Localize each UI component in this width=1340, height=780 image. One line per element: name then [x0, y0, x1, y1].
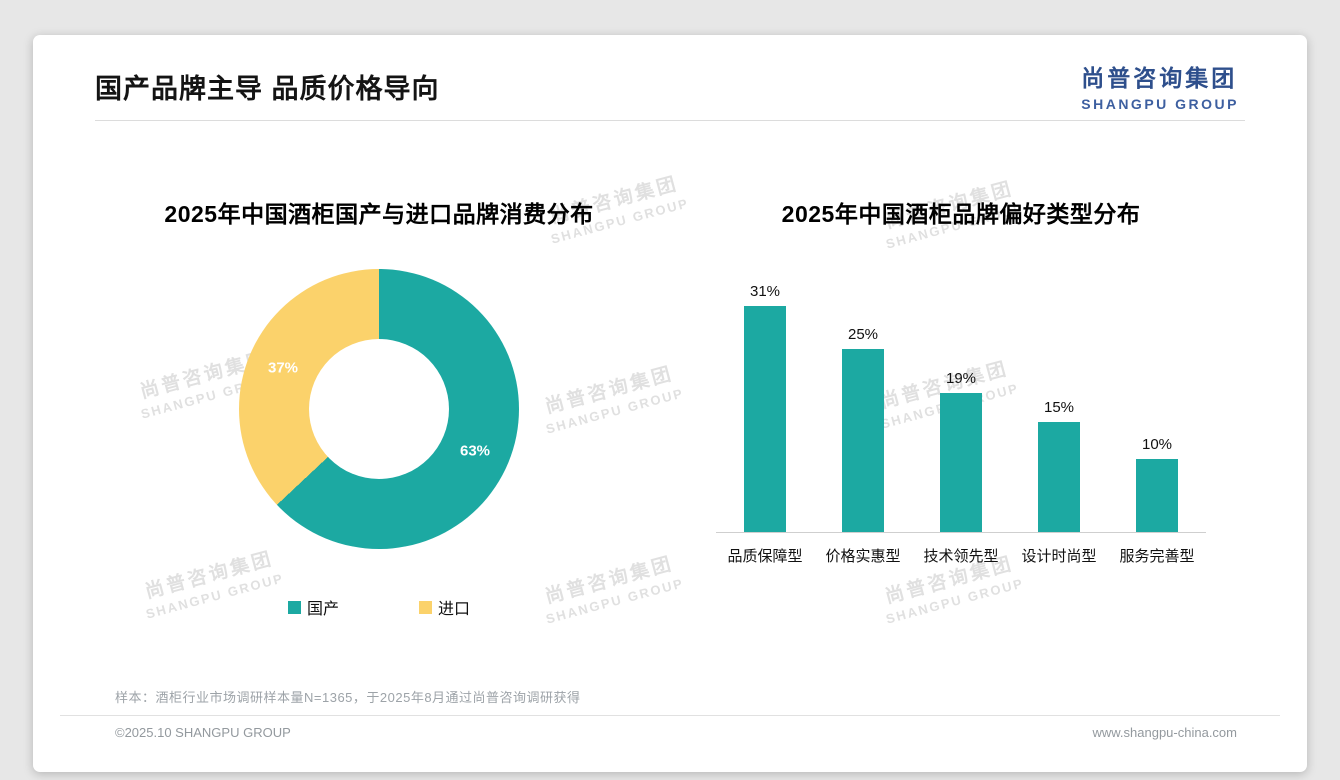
bar-value-label: 19%	[945, 370, 977, 387]
bar-value-label: 31%	[749, 283, 781, 300]
bar	[842, 349, 884, 532]
bar-chart-section: 2025年中国酒柜品牌偏好类型分布 31% 25% 19% 15% 10% 品质保障型 价…	[670, 195, 1252, 619]
bar-category-label: 价格实惠型	[825, 548, 901, 565]
company-logo: 尚普咨询集团 SHANGPU GROUP	[1081, 59, 1239, 112]
bar-column: 10%	[1108, 275, 1206, 532]
bar-column: 15%	[1010, 275, 1108, 532]
footer-row: ©2025.10 SHANGPU GROUP www.shangpu-china…	[115, 725, 1237, 740]
logo-english-text: SHANGPU GROUP	[1081, 96, 1239, 112]
legend-swatch	[419, 600, 432, 614]
bar-category-label: 服务完善型	[1119, 548, 1195, 565]
bar-category-label: 品质保障型	[727, 548, 803, 565]
copyright-text: ©2025.10 SHANGPU GROUP	[115, 725, 291, 740]
bar-category-label: 设计时尚型	[1021, 548, 1097, 565]
bar-value-label: 15%	[1043, 399, 1075, 416]
bar-chart: 31% 25% 19% 15% 10% 品质保障型 价格实惠型 技术领先型 设计时尚型 服务完善…	[716, 275, 1206, 566]
bar	[744, 306, 786, 532]
website-text: www.shangpu-china.com	[1092, 725, 1237, 740]
sample-note: 样本：酒柜行业市场调研样本量N=1365，于2025年8月通过尚普咨询调研获得	[115, 690, 581, 705]
legend-label: 国产	[306, 601, 339, 618]
bar-value-label: 25%	[847, 326, 879, 343]
bar-category-label: 技术领先型	[923, 548, 999, 565]
slide-card: 尚普咨询集团 SHANGPU GROUP 尚普咨询集团 SHANGPU GROUP 尚普…	[33, 35, 1307, 772]
donut-legend: 国产 进口	[88, 595, 670, 619]
donut-slice-label-imported: 37%	[267, 359, 299, 377]
donut-hole	[309, 339, 449, 479]
bar	[1038, 422, 1080, 532]
legend-item: 国产	[287, 595, 339, 619]
donut-slice-label-domestic: 63%	[459, 442, 491, 460]
bar	[940, 393, 982, 532]
bar-chart-categories: 品质保障型 价格实惠型 技术领先型 设计时尚型 服务完善型	[716, 545, 1206, 566]
footer-divider	[60, 715, 1280, 716]
bar-value-label: 10%	[1141, 436, 1173, 453]
donut-chart: 63% 37%	[239, 269, 519, 549]
bar-column: 25%	[814, 275, 912, 532]
bar-column: 31%	[716, 275, 814, 532]
page-title: 国产品牌主导 品质价格导向	[95, 74, 440, 104]
logo-chinese-text: 尚普咨询集团	[1081, 65, 1238, 91]
bar	[1136, 459, 1178, 532]
header-divider	[95, 120, 1245, 121]
bar-chart-title: 2025年中国酒柜品牌偏好类型分布	[781, 201, 1141, 227]
donut-chart-title: 2025年中国酒柜国产与进口品牌消费分布	[164, 201, 594, 227]
bar-chart-bars: 31% 25% 19% 15% 10%	[716, 275, 1206, 533]
bar-column: 19%	[912, 275, 1010, 532]
header: 国产品牌主导 品质价格导向 尚普咨询集团 SHANGPU GROUP	[33, 35, 1307, 112]
charts-row: 2025年中国酒柜国产与进口品牌消费分布 63% 37% 国产 进口 2025年中…	[33, 195, 1307, 619]
legend-item: 进口	[419, 595, 470, 619]
donut-chart-section: 2025年中国酒柜国产与进口品牌消费分布 63% 37% 国产 进口	[88, 195, 670, 619]
legend-swatch	[287, 600, 301, 614]
legend-label: 进口	[438, 601, 471, 618]
